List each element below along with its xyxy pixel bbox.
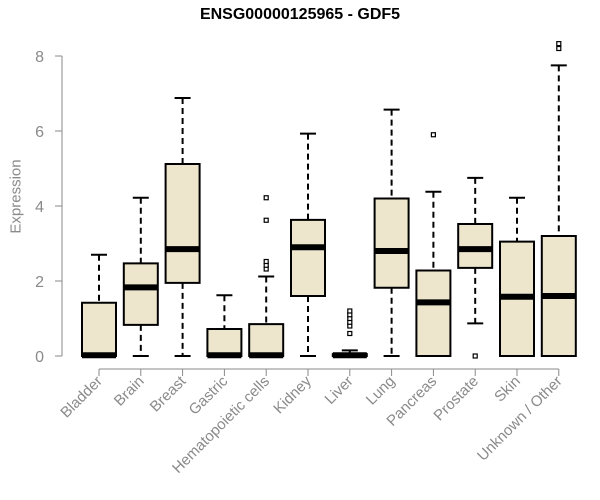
outlier-hematopoietic-cells bbox=[263, 195, 269, 201]
outlier-hematopoietic-cells bbox=[263, 217, 269, 223]
box-gastric bbox=[206, 328, 243, 357]
box-bladder bbox=[81, 301, 117, 357]
x-tick-label-brain: Brain bbox=[111, 373, 148, 410]
x-tick-label-kidney: Kidney bbox=[270, 372, 315, 417]
y-tick-label: 2 bbox=[35, 274, 44, 291]
outlier-unknown-other bbox=[556, 45, 562, 52]
box-prostate bbox=[457, 223, 494, 269]
box-kidney bbox=[290, 218, 326, 297]
box-pancreas bbox=[415, 269, 452, 357]
x-tick-label-breast: Breast bbox=[147, 372, 190, 415]
outlier-prostate bbox=[472, 353, 478, 359]
x-tick-label-prostate: Prostate bbox=[430, 373, 482, 425]
y-tick-label: 0 bbox=[35, 349, 44, 366]
x-tick-label-liver: Liver bbox=[322, 373, 357, 408]
outlier-unknown-other bbox=[556, 41, 562, 47]
box-hematopoietic-cells bbox=[248, 323, 285, 357]
x-tick-label-bladder: Bladder bbox=[57, 373, 106, 422]
x-tick-label-skin: Skin bbox=[491, 373, 524, 406]
y-tick-label: 4 bbox=[35, 199, 44, 216]
box-lung bbox=[373, 197, 410, 289]
y-tick-label: 8 bbox=[35, 49, 44, 66]
x-tick-label-lung: Lung bbox=[363, 373, 399, 409]
y-tick-label: 6 bbox=[35, 124, 44, 141]
outlier-liver bbox=[347, 308, 353, 314]
outlier-pancreas bbox=[430, 132, 436, 138]
box-breast bbox=[164, 163, 201, 284]
chart-title: ENSG00000125965 - GDF5 bbox=[199, 6, 401, 23]
outlier-hematopoietic-cells bbox=[263, 258, 269, 265]
box-brain bbox=[122, 262, 159, 326]
outlier-liver bbox=[347, 330, 353, 337]
